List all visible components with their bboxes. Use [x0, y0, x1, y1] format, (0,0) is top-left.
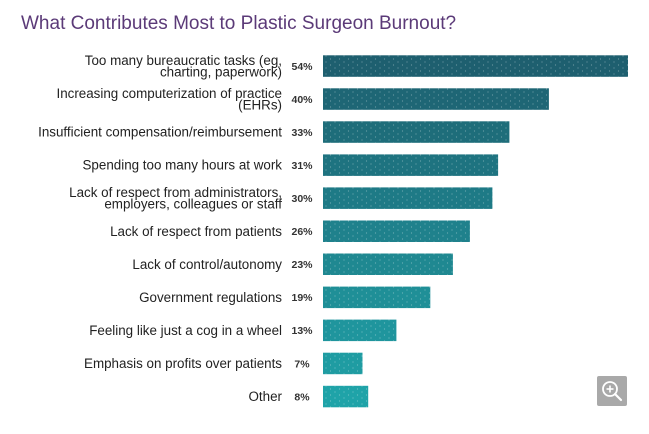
- category-label-8: Feeling like just a cog in a wheel: [89, 323, 282, 338]
- category-label-2: Insufficient compensation/reimbursement: [38, 125, 282, 140]
- category-label-6: Lack of control/autonomy: [132, 257, 282, 272]
- value-label-6: 23%: [291, 259, 313, 271]
- value-label-9: 7%: [294, 358, 310, 370]
- value-label-8: 13%: [291, 325, 313, 337]
- bar-texture-10: [323, 385, 369, 408]
- category-label-0: Too many bureaucratic tasks (eg, charting…: [85, 53, 282, 80]
- bar-texture-9: [323, 352, 363, 375]
- category-label-4: Lack of respect from administrators, empl…: [69, 185, 282, 212]
- bar-texture-2: [323, 121, 510, 143]
- value-label-5: 26%: [291, 226, 313, 238]
- chart-title: What Contributes Most to Plastic Surgeon…: [21, 13, 457, 34]
- zoom-in-icon: [602, 381, 623, 402]
- value-label-2: 33%: [291, 127, 313, 139]
- category-label-9: Emphasis on profits over patients: [84, 356, 282, 371]
- value-label-0: 54%: [291, 61, 313, 73]
- zoom-button[interactable]: [597, 376, 627, 406]
- category-label-1: Increasing computerization of practice (E…: [56, 86, 282, 113]
- category-label-3: Spending too many hours at work: [83, 158, 283, 173]
- value-label-7: 19%: [291, 292, 313, 304]
- value-label-10: 8%: [294, 391, 310, 403]
- bar-texture-6: [323, 253, 453, 275]
- bar-texture-0: [323, 55, 628, 77]
- value-label-1: 40%: [291, 94, 313, 106]
- bar-texture-5: [323, 220, 470, 242]
- value-label-4: 30%: [291, 193, 313, 205]
- category-label-7: Government regulations: [139, 290, 282, 305]
- category-label-5: Lack of respect from patients: [110, 224, 282, 239]
- bar-texture-3: [323, 154, 499, 176]
- bar-texture-4: [323, 187, 493, 209]
- bar-texture-7: [323, 286, 431, 309]
- category-label-10: Other: [249, 389, 283, 404]
- value-label-3: 31%: [291, 160, 313, 172]
- bar-texture-1: [323, 88, 549, 110]
- bar-texture-8: [323, 319, 397, 342]
